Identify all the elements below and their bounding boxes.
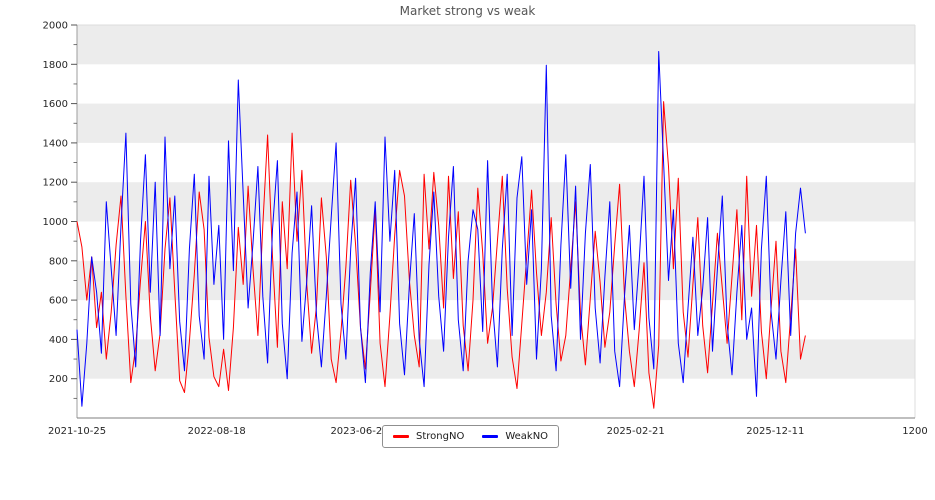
y-tick-label: 1600 bbox=[43, 99, 68, 110]
strongno-legend-label: StrongNO bbox=[416, 431, 465, 442]
y-tick-label: 800 bbox=[49, 256, 68, 267]
chart-title: Market strong vs weak bbox=[399, 4, 536, 18]
grid-band bbox=[77, 103, 915, 143]
grid-band bbox=[77, 182, 915, 222]
weakno-line-swatch bbox=[482, 435, 499, 438]
y-tick-label: 200 bbox=[49, 374, 68, 385]
grid-band bbox=[77, 260, 915, 301]
weakno-line bbox=[76, 51, 806, 407]
y-tick-label: 400 bbox=[49, 335, 68, 346]
x-tick-label: 2022-08-18 bbox=[188, 426, 246, 437]
y-tick-label: 2000 bbox=[43, 21, 68, 32]
y-tick-label: 1800 bbox=[43, 60, 68, 71]
grid-band bbox=[77, 25, 915, 65]
y-tick-label: 600 bbox=[49, 296, 68, 307]
y-tick-label: 1000 bbox=[43, 217, 68, 228]
legend: StrongNO WeakNO bbox=[382, 425, 560, 448]
x-tick-label: 2025-12-11 bbox=[746, 426, 804, 437]
x-tick-label: 1200 bbox=[902, 426, 927, 437]
weakno-legend-label: WeakNO bbox=[505, 431, 549, 442]
strongno-line bbox=[76, 101, 806, 409]
legend-item-strongno: StrongNO bbox=[393, 431, 464, 442]
legend-item-weakno: WeakNO bbox=[482, 431, 548, 442]
y-tick-label: 1400 bbox=[43, 138, 68, 149]
x-tick-label: 2021-10-25 bbox=[48, 426, 106, 437]
x-tick-label: 2023-06-2 bbox=[330, 426, 382, 437]
y-tick-label: 1200 bbox=[43, 178, 68, 189]
strongno-line-swatch bbox=[393, 435, 409, 438]
x-tick-label: 2025-02-21 bbox=[607, 426, 665, 437]
